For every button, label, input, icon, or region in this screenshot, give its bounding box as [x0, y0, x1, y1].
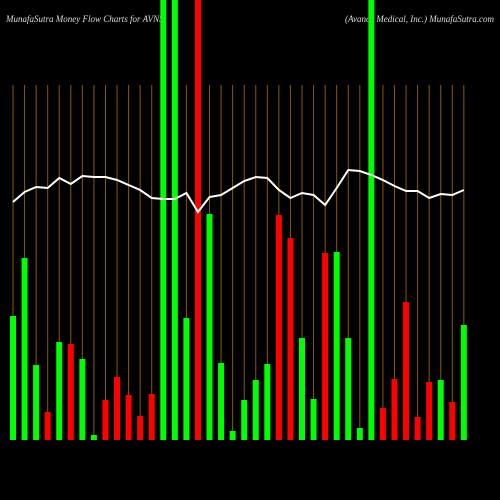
bar: [460, 325, 467, 440]
bar: [241, 400, 248, 440]
bar: [287, 238, 294, 440]
bar: [403, 302, 410, 440]
bar: [90, 435, 97, 440]
bar: [322, 253, 329, 440]
bar: [67, 344, 74, 440]
bar: [102, 400, 109, 440]
bar: [391, 379, 398, 440]
bar: [368, 0, 375, 440]
bar: [21, 258, 28, 440]
bar: [356, 428, 363, 440]
chart-title: MunafaSutra Money Flow Charts for AVNS: [5, 14, 164, 24]
bar: [194, 0, 201, 440]
bar: [183, 318, 190, 440]
bar: [56, 342, 63, 440]
bar: [114, 377, 121, 440]
bar: [44, 412, 51, 440]
bar: [437, 380, 444, 440]
bar: [10, 316, 16, 440]
bar: [333, 252, 340, 440]
chart-subtitle: (Avanos Medical, Inc.) MunafaSutra.com: [345, 14, 494, 24]
bar: [379, 408, 386, 440]
bar: [148, 394, 155, 440]
bar: [171, 0, 178, 440]
bar: [449, 402, 456, 440]
bar: [79, 359, 86, 440]
bar: [264, 364, 271, 440]
bar: [33, 365, 40, 440]
bar: [206, 214, 213, 440]
bar: [299, 338, 305, 440]
money-flow-line: [12, 168, 465, 214]
bar: [345, 338, 352, 440]
bar: [160, 0, 167, 440]
bar: [426, 382, 433, 440]
bar: [275, 215, 282, 440]
bar: [137, 416, 144, 440]
bar: [414, 417, 421, 440]
bar: [310, 399, 317, 440]
bar: [125, 395, 132, 440]
bar: [252, 380, 259, 440]
bar: [218, 363, 225, 440]
bar: [229, 431, 236, 440]
